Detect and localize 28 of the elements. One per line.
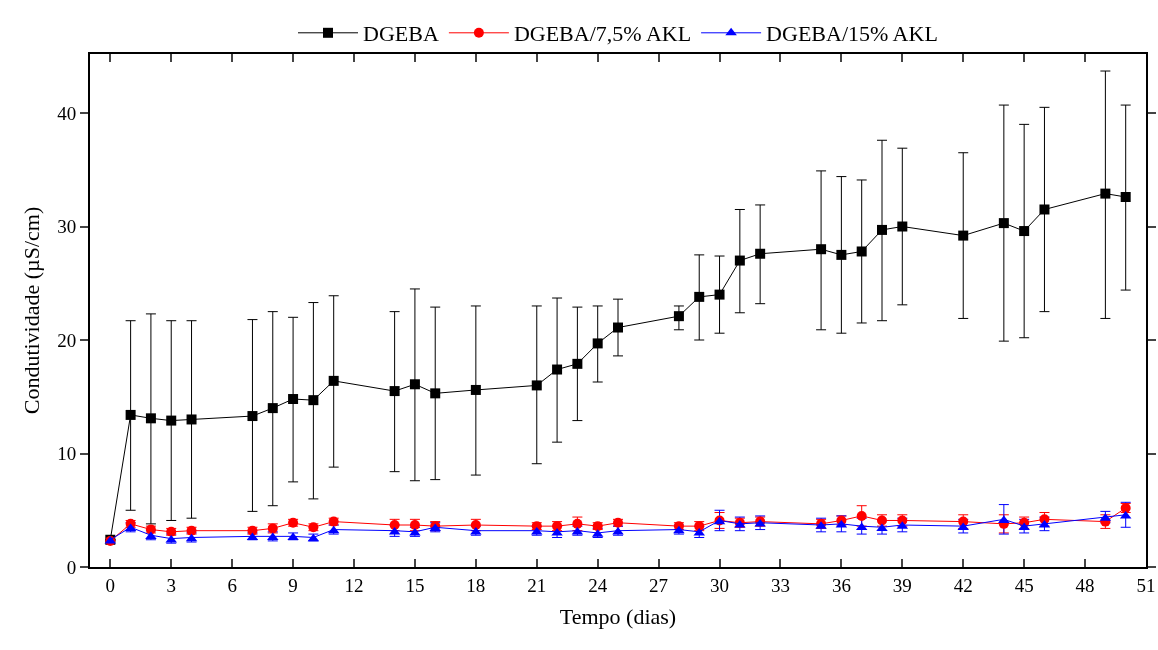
x-tick-label: 33: [770, 574, 790, 596]
y-tick-label: 0: [66, 556, 77, 578]
x-tick-label: 0: [105, 574, 116, 596]
x-tick-label: 3: [166, 574, 176, 596]
x-tick-label: 42: [953, 574, 973, 596]
x-tick-label: 45: [1014, 574, 1034, 596]
legend-label: DGEBA: [363, 21, 439, 47]
x-tick-label: 15: [405, 574, 425, 596]
y-tick-label: 40: [57, 102, 77, 124]
x-tick-label: 36: [831, 574, 851, 596]
x-tick-label: 51: [1136, 574, 1156, 596]
y-tick-label: 30: [57, 216, 77, 238]
x-tick-label: 6: [227, 574, 237, 596]
x-tick-label: 39: [892, 574, 912, 596]
x-tick-label: 30: [710, 574, 730, 596]
x-tick-label: 48: [1075, 574, 1095, 596]
y-tick-label: 20: [57, 329, 77, 351]
x-tick-label: 24: [588, 574, 608, 596]
x-tick-label: 27: [649, 574, 669, 596]
legend-label: DGEBA/15% AKL: [766, 21, 938, 47]
x-tick-label: 18: [466, 574, 486, 596]
y-axis-title: Condutividade (µS/cm): [18, 206, 44, 415]
y-tick-label: 10: [57, 443, 77, 465]
x-tick-label: 12: [344, 574, 364, 596]
legend-label: DGEBA/7,5% AKL: [513, 21, 692, 47]
x-tick-label: 9: [288, 574, 298, 596]
x-tick-label: 21: [527, 574, 547, 596]
x-axis-title: Tempo (dias): [559, 604, 677, 630]
